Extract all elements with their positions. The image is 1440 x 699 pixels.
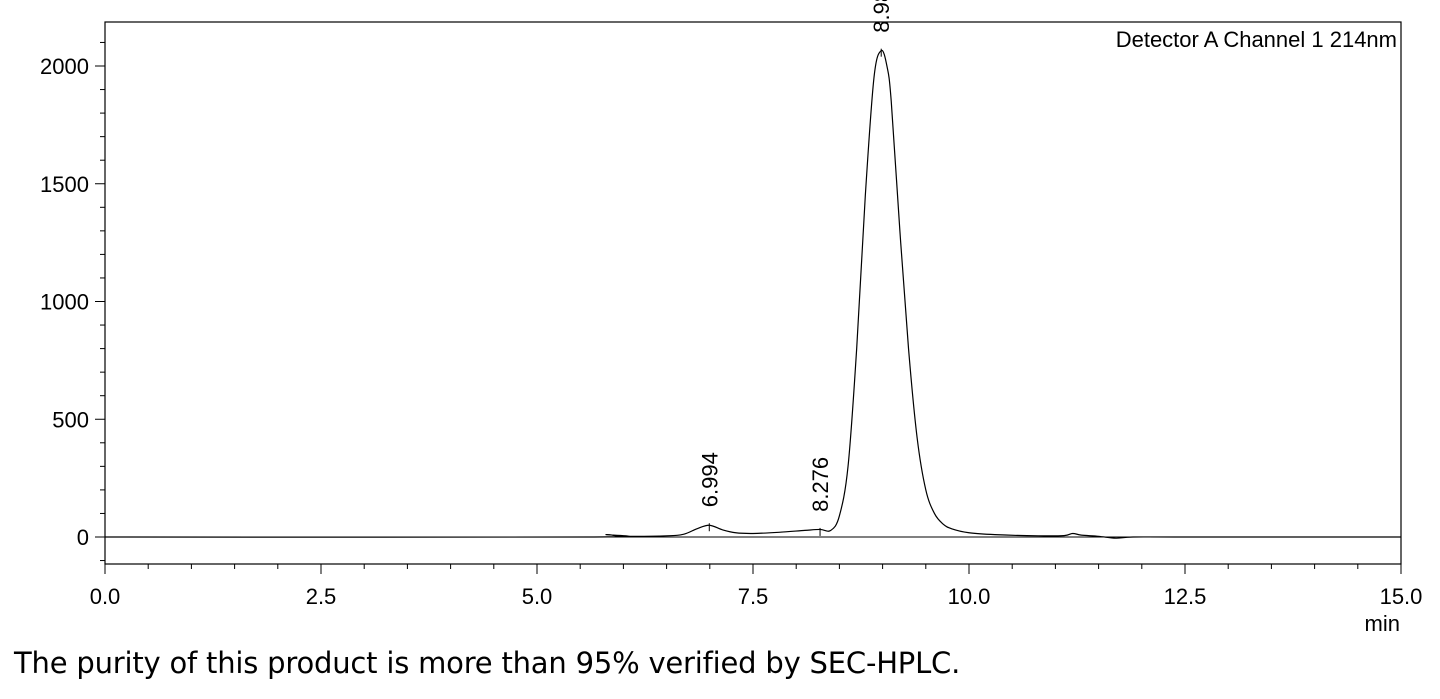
series-line	[104, 49, 1401, 539]
x-tick-label: 5.0	[522, 584, 553, 609]
x-tick-label: 2.5	[306, 584, 337, 609]
y-tick-label: 0	[77, 525, 89, 550]
x-tick-label: 0.0	[90, 584, 121, 609]
peak-label: 6.994	[697, 452, 722, 507]
y-axis: 0 500 1000 1500 2000	[40, 41, 105, 562]
y-tick-label: 1500	[40, 172, 89, 197]
chromatogram-chart: 0.0 2.5 5.0 7.5 10.0 12.5 15.0 0 500 1000 1500 200…	[40, 0, 1423, 636]
x-axis: 0.0 2.5 5.0 7.5 10.0 12.5 15.0	[90, 564, 1423, 609]
x-tick-label: 7.5	[738, 584, 769, 609]
chart-title: Detector A Channel 1 214nm	[1116, 27, 1397, 52]
purity-caption: The purity of this product is more than …	[14, 646, 961, 680]
y-tick-label: 1000	[40, 290, 89, 315]
peak-markers: 6.994 8.276 8.984	[697, 0, 894, 536]
x-axis-label: min	[1365, 611, 1400, 636]
peak-label: 8.984	[869, 0, 894, 33]
plot-frame	[104, 21, 1402, 565]
x-tick-label: 12.5	[1164, 584, 1207, 609]
x-tick-label: 10.0	[948, 584, 991, 609]
y-tick-label: 2000	[40, 54, 89, 79]
y-tick-label: 500	[52, 407, 89, 432]
x-tick-label: 15.0	[1380, 584, 1423, 609]
peak-label: 8.276	[808, 457, 833, 512]
